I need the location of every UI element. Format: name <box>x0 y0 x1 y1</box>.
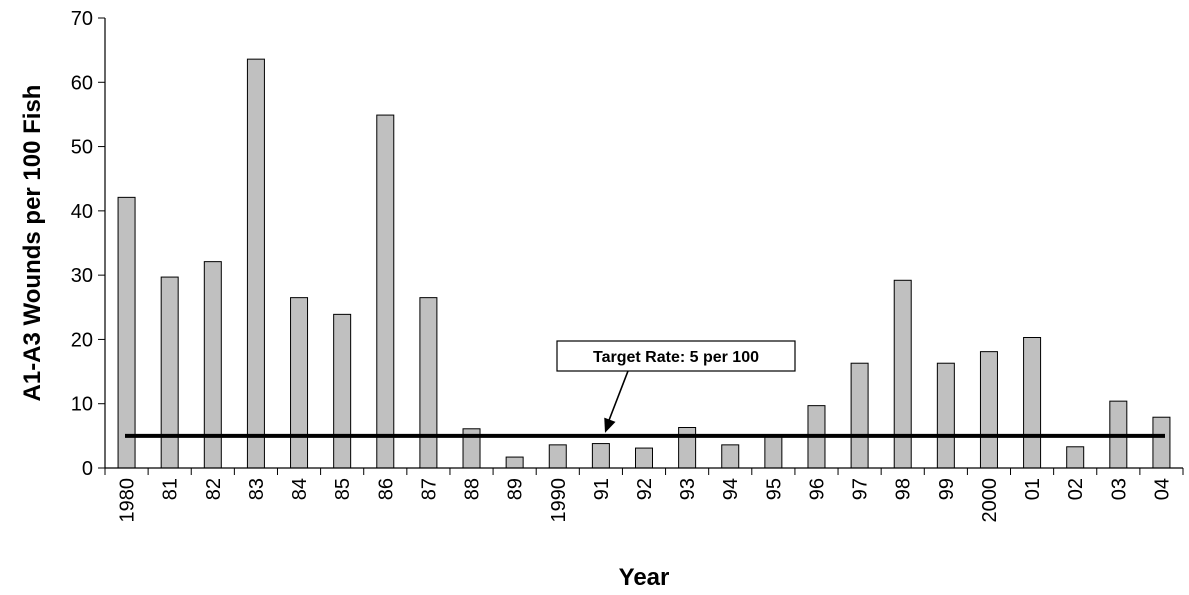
bar-1990 <box>548 444 567 469</box>
x-tick-label: 99 <box>936 478 958 500</box>
x-tick-label: 92 <box>634 478 656 500</box>
bar-91 <box>591 443 610 469</box>
x-tick-label: 82 <box>203 478 225 500</box>
x-tick-label: 94 <box>720 478 742 500</box>
target-rate-annotation: Target Rate: 5 per 100 <box>556 340 796 433</box>
bar-2000 <box>979 351 998 469</box>
x-tick-label: 81 <box>160 478 182 500</box>
x-tick-label: 91 <box>591 478 613 500</box>
bar-86 <box>376 114 395 469</box>
x-tick-label: 03 <box>1108 478 1130 500</box>
x-tick-label: 02 <box>1065 478 1087 500</box>
bar-85 <box>333 313 352 469</box>
bar-83 <box>246 58 265 469</box>
target-rate-arrowhead-icon <box>604 417 616 433</box>
y-tick-label: 0 <box>82 458 93 480</box>
y-tick-label: 20 <box>71 329 93 351</box>
y-tick-label: 50 <box>71 137 93 159</box>
y-tick-label: 60 <box>71 72 93 94</box>
bar-94 <box>721 444 740 469</box>
bar-97 <box>850 362 869 469</box>
bar-92 <box>635 447 653 469</box>
bar-95 <box>764 435 783 469</box>
x-tick-label: 84 <box>289 478 311 500</box>
target-rate-arrow <box>607 370 629 424</box>
target-rate-label-box <box>556 340 796 372</box>
bar-89 <box>505 456 524 469</box>
x-tick-label: 95 <box>763 478 785 500</box>
x-tick-label: 87 <box>418 478 440 500</box>
y-tick-label: 40 <box>71 201 93 223</box>
x-tick-label: 96 <box>806 478 828 500</box>
x-axis-ticks: 1980 81 82 83 84 85 86 87 88 89 1990 91 92 93 94 95 96 97… <box>104 468 1184 523</box>
x-axis-title: Year <box>619 564 670 591</box>
x-tick-label: 93 <box>677 478 699 500</box>
y-tick-label: 10 <box>71 394 93 416</box>
x-tick-label: 98 <box>893 478 915 500</box>
bar-01 <box>1023 337 1042 469</box>
x-tick-label: 86 <box>375 478 397 500</box>
bar-1980 <box>117 196 136 469</box>
bar-series <box>117 58 1171 469</box>
x-tick-label: 89 <box>505 478 527 500</box>
x-tick-label: 1990 <box>548 478 570 523</box>
y-tick-label: 70 <box>71 8 93 30</box>
bar-99 <box>936 362 955 469</box>
x-tick-label: 88 <box>462 478 484 500</box>
bar-02 <box>1066 446 1085 469</box>
bar-04 <box>1152 416 1171 469</box>
bar-98 <box>893 279 912 469</box>
x-tick-label: 83 <box>246 478 268 500</box>
target-rate-label: Target Rate: 5 per 100 <box>593 349 759 366</box>
x-tick-label: 1980 <box>117 478 139 523</box>
bar-84 <box>290 297 309 469</box>
y-tick-label: 30 <box>71 265 93 287</box>
x-tick-label: 85 <box>332 478 354 500</box>
x-tick-label: 04 <box>1151 478 1173 500</box>
bar-81 <box>160 276 179 469</box>
x-tick-label: 97 <box>850 478 872 500</box>
bar-93 <box>678 427 697 469</box>
y-axis-ticks: 0 10 20 30 40 50 60 70 <box>71 8 105 480</box>
y-axis-title: A1-A3 Wounds per 100 Fish <box>19 85 46 402</box>
x-tick-label: 2000 <box>979 478 1001 523</box>
x-tick-label: 01 <box>1022 478 1044 500</box>
bar-87 <box>419 297 438 469</box>
